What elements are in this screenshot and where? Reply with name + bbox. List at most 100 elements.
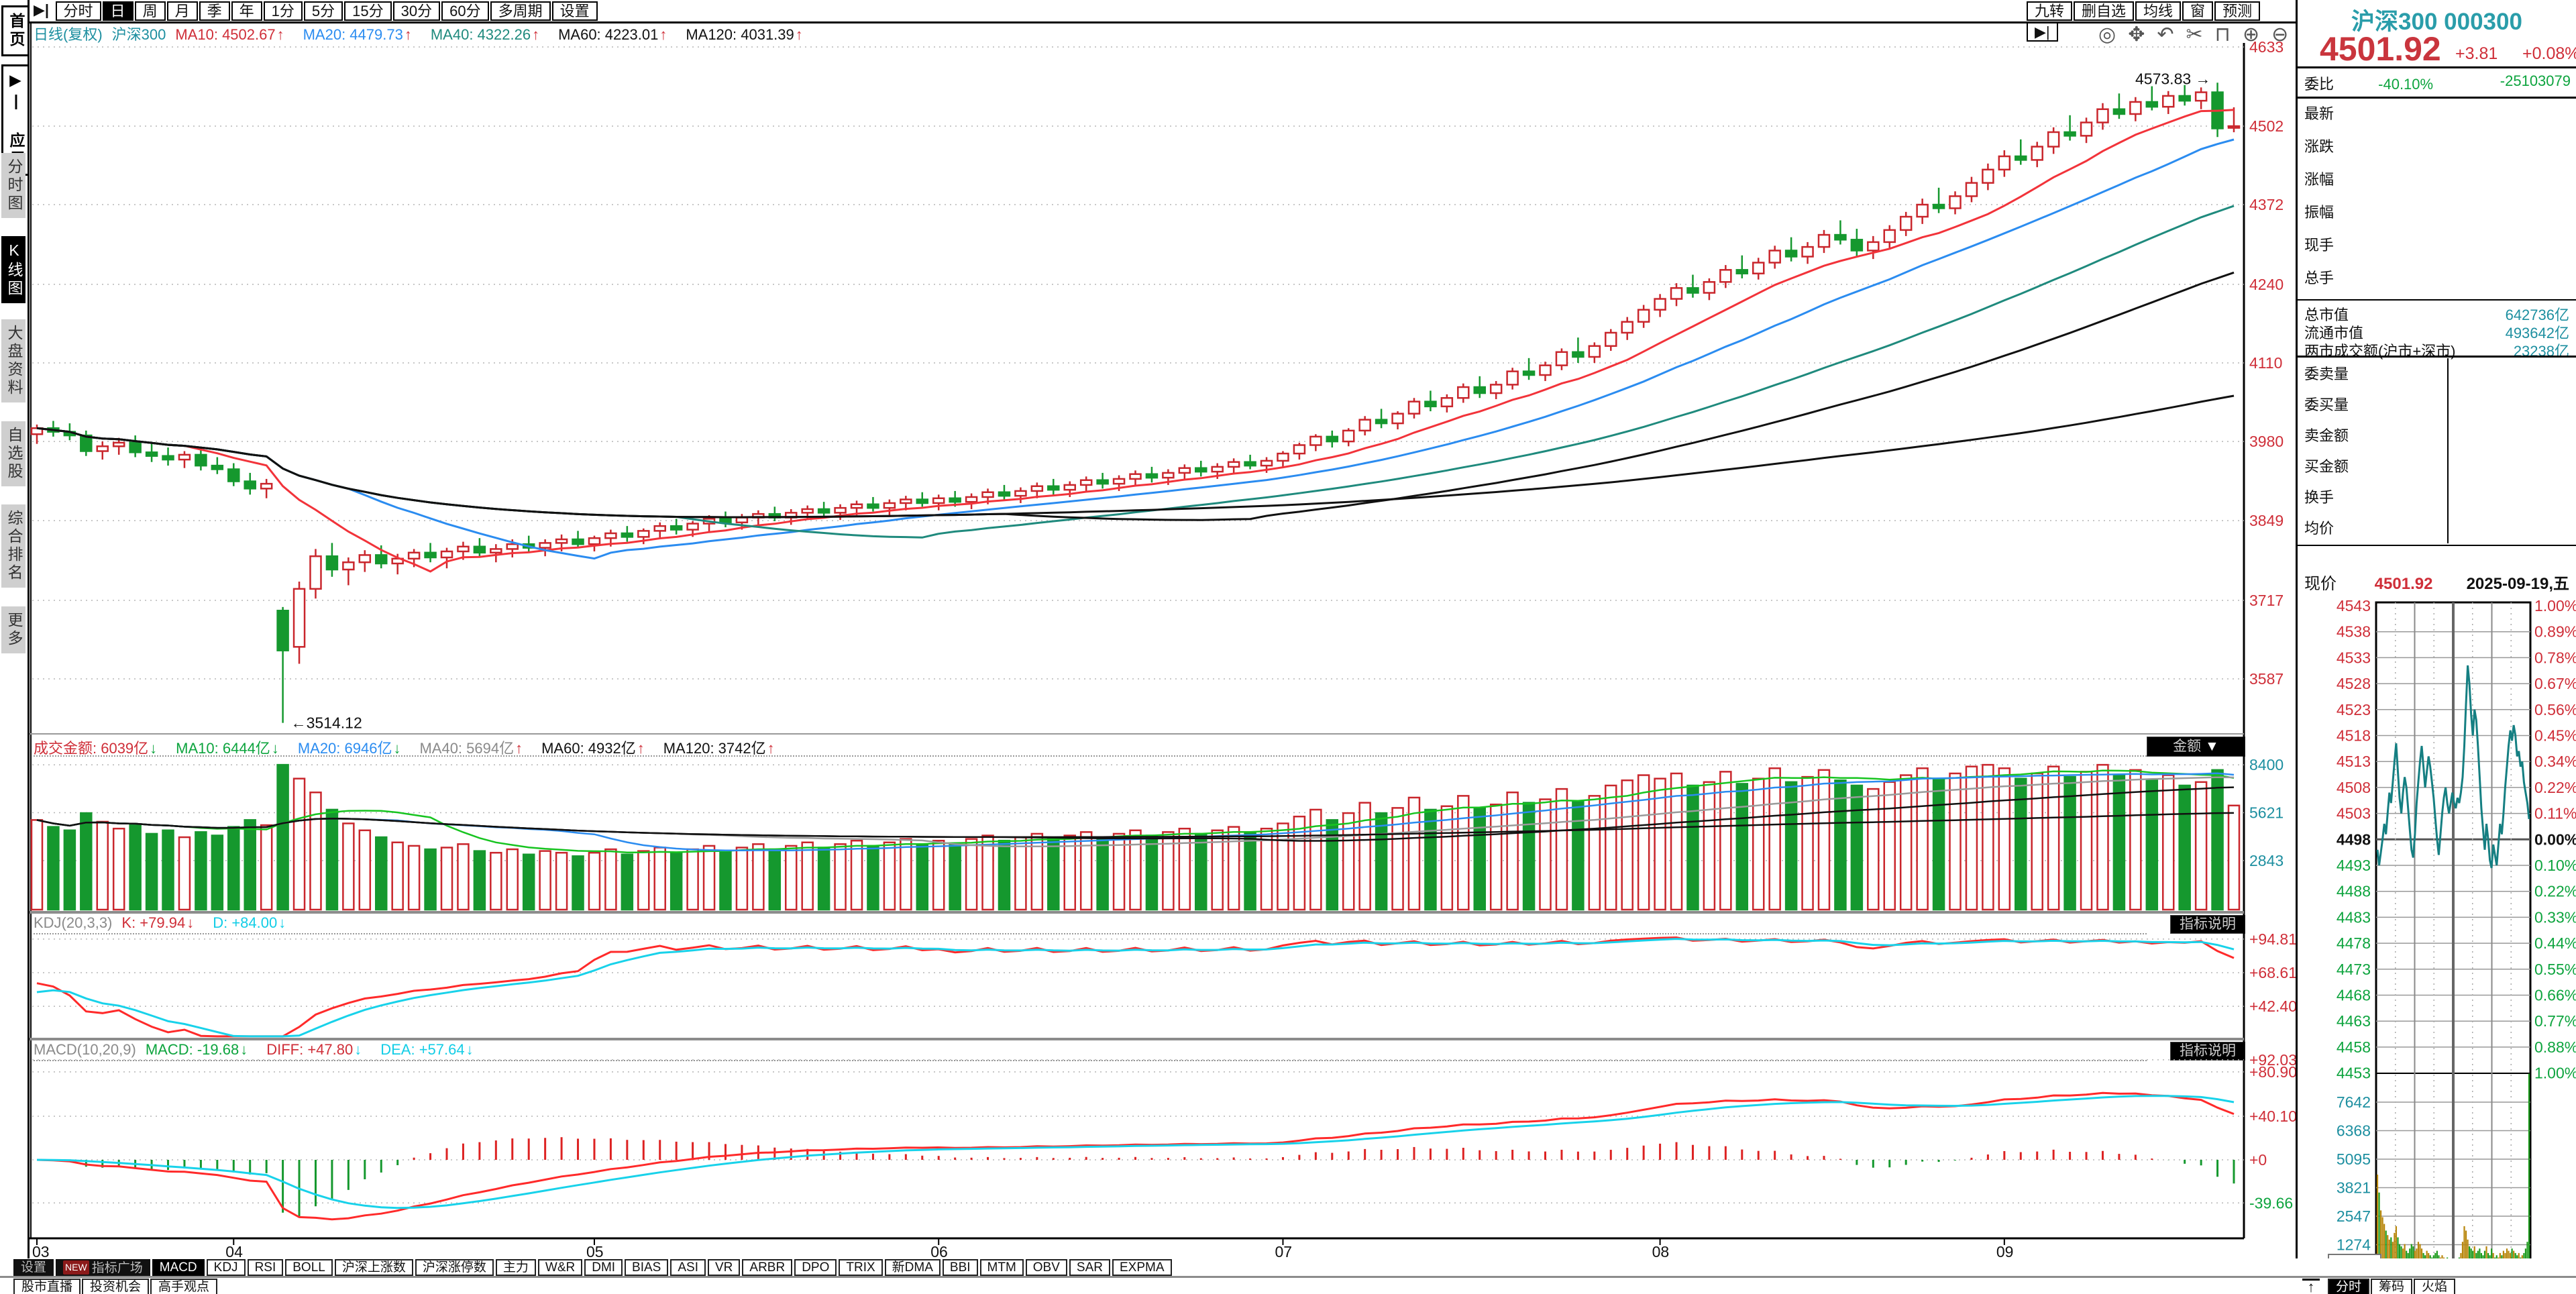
indicator-tab-BIAS[interactable]: BIAS	[625, 1259, 669, 1276]
detail-label: 委买量	[2304, 396, 2349, 413]
mini-price-label: 4493	[2337, 857, 2371, 874]
period-tab-月[interactable]: 月	[166, 1, 198, 21]
arrow-icon: ↓	[186, 914, 195, 931]
indicator-tab-BOLL[interactable]: BOLL	[285, 1259, 333, 1276]
sidebar-item-更多[interactable]: 更多	[1, 606, 25, 653]
lock-icon[interactable]: ⊓	[2214, 23, 2243, 46]
indicator-value-0: KDJ(20,3,3)	[34, 914, 113, 931]
detail-label: 换手	[2304, 489, 2334, 506]
indicator-value-2: MA20: 6946亿↓	[297, 740, 401, 757]
bottom-tab-高手观点[interactable]: 高手观点	[150, 1279, 218, 1294]
scroll-top-icon[interactable]: ↑	[2302, 1279, 2320, 1294]
sidebar-item-自选股[interactable]: 自选股	[1, 421, 25, 486]
main-chart: 4633 4502 4372 4240 4110 3980 3849 3717 3587 8400…	[30, 21, 2296, 1260]
indicator-value-1: K: +79.94↓	[121, 914, 195, 931]
indicator-value-3: MA40: 5694亿↑	[419, 740, 523, 757]
mini-price-label: 4463	[2337, 1012, 2371, 1030]
toolbar-button-窗[interactable]: 窗	[2182, 1, 2214, 21]
period-tab-日[interactable]: 日	[102, 1, 133, 21]
scissors-icon[interactable]: ✂	[2186, 23, 2215, 46]
mini-pct-label: 0.55%	[2534, 961, 2576, 978]
kdj-indicator-info-button[interactable]: 指标说明	[2170, 915, 2245, 934]
period-tab-30分[interactable]: 30分	[392, 1, 441, 21]
mini-grid: 4543 1.00% 4538 0.89% 4533 0.78% 4528 0.67% 4523…	[2337, 597, 2576, 1273]
mini-tab-筹码[interactable]: 筹码	[2371, 1279, 2413, 1294]
price-change: +3.81	[2455, 44, 2498, 63]
indicator-tab-SAR[interactable]: SAR	[1069, 1259, 1110, 1276]
indicator-tab-RSI[interactable]: RSI	[247, 1259, 284, 1276]
mini-pct-label: 1.00%	[2534, 597, 2576, 614]
axis-label: 4502	[2249, 117, 2284, 135]
kline-header: 日线(复权) 沪深300 MA10: 4502.67↑ MA20: 4479.73↑ M…	[34, 23, 822, 43]
indicator-tab-VR[interactable]: VR	[707, 1259, 741, 1276]
mini-price-line	[2376, 665, 2530, 869]
macd-plot	[36, 1091, 2235, 1221]
sidebar-item-大盘资料[interactable]: 大盘资料	[1, 319, 25, 402]
indicator-tab-MTM[interactable]: MTM	[979, 1259, 1024, 1276]
indicator-tab-DMI[interactable]: DMI	[584, 1259, 623, 1276]
indicator-tab-主力[interactable]: 主力	[495, 1259, 536, 1276]
mini-tab-火焰[interactable]: 火焰	[2414, 1279, 2456, 1294]
sidebar-item-综合排名[interactable]: 综合排名	[1, 504, 25, 588]
eye-icon[interactable]: ◎	[2098, 23, 2129, 46]
mini-tab-分时[interactable]: 分时	[2328, 1279, 2370, 1294]
toolbar-button-▶|[interactable]: ▶|	[2027, 22, 2058, 42]
indicator-tab-EXPMA[interactable]: EXPMA	[1112, 1259, 1172, 1276]
sidebar-item-K线图[interactable]: K线图	[1, 236, 25, 303]
indicator-tab-OBV[interactable]: OBV	[1025, 1259, 1067, 1276]
indicator-tab-KDJ[interactable]: KDJ	[206, 1259, 246, 1276]
indicator-tab-BBI[interactable]: BBI	[942, 1259, 978, 1276]
collapse-panel-icon[interactable]: ▶|	[34, 1, 50, 18]
indicator-tab-W&R[interactable]: W&R	[537, 1259, 583, 1276]
indicator-value-4: MA60: 4932亿↑	[541, 740, 645, 757]
sidebar-item-首页[interactable]: 首页	[1, 5, 30, 56]
zoom-out-icon[interactable]: ⊖	[2271, 23, 2301, 46]
mini-pct-label: 0.22%	[2534, 779, 2576, 796]
toolbar-button-删自选[interactable]: 删自选	[2074, 1, 2135, 21]
indicator-value-1: MACD: -19.68↓	[145, 1041, 248, 1058]
cap-value: 642736亿	[2505, 307, 2569, 323]
sidebar-item-分时图[interactable]: 分时图	[1, 153, 25, 218]
indicator-tab-ASI[interactable]: ASI	[670, 1259, 706, 1276]
mini-price-label: 4503	[2337, 805, 2371, 822]
arrow-icon: ↓	[240, 1041, 248, 1058]
indicator-tab-MACD[interactable]: MACD	[152, 1259, 205, 1276]
indicator-value-1: MA10: 6444亿↓	[176, 740, 279, 757]
mini-pct-label: 0.45%	[2534, 727, 2576, 745]
toolbar-button-均线[interactable]: 均线	[2135, 1, 2182, 21]
volume-header: 成交金额: 6039亿↓ MA10: 6444亿↓ MA20: 6946亿↓ MA40…	[34, 737, 2147, 757]
quote-row: 振幅0.92%最低4491.84	[2298, 201, 2576, 222]
current-price: 4501.92	[2374, 575, 2433, 593]
zoom-in-icon[interactable]: ⊕	[2243, 23, 2272, 46]
mini-pct-label: 0.67%	[2534, 675, 2576, 692]
period-tab-季[interactable]: 季	[199, 1, 230, 21]
indicator-tab-指标广场[interactable]: NEW 指标广场	[56, 1259, 150, 1276]
volume-mode-dropdown[interactable]: 金额 ▼	[2147, 737, 2245, 757]
period-tab-设置[interactable]: 设置	[551, 1, 598, 21]
period-tab-年[interactable]: 年	[231, 1, 262, 21]
bottom-tab-投资机会[interactable]: 投资机会	[82, 1279, 150, 1294]
arrow-icon: ↑	[637, 740, 645, 757]
indicator-tab-新DMA[interactable]: 新DMA	[884, 1259, 941, 1276]
period-tab-60分[interactable]: 60分	[441, 1, 489, 21]
period-tab-周[interactable]: 周	[134, 1, 166, 21]
bottom-tab-股市直播[interactable]: 股市直播	[13, 1279, 81, 1294]
toolbar-button-九转[interactable]: 九转	[2027, 1, 2073, 21]
indicator-tab-设置[interactable]: 设置	[13, 1259, 54, 1276]
toolbar-button-预测[interactable]: 预测	[2214, 1, 2261, 21]
macd-indicator-info-button[interactable]: 指标说明	[2170, 1042, 2245, 1061]
indicator-tab-ARBR[interactable]: ARBR	[742, 1259, 793, 1276]
period-tab-分时[interactable]: 分时	[55, 1, 101, 21]
indicator-tab-沪深涨停数[interactable]: 沪深涨停数	[415, 1259, 494, 1276]
quote-label: 现手	[2304, 237, 2334, 254]
period-tab-15分[interactable]: 15分	[344, 1, 392, 21]
indicator-tab-沪深上涨数[interactable]: 沪深上涨数	[334, 1259, 413, 1276]
indicator-tab-TRIX[interactable]: TRIX	[839, 1259, 883, 1276]
period-tab-5分[interactable]: 5分	[303, 1, 343, 21]
indicator-tab-DPO[interactable]: DPO	[794, 1259, 837, 1276]
hand-icon[interactable]: ✥	[2128, 23, 2157, 46]
period-tab-多周期[interactable]: 多周期	[490, 1, 551, 21]
mini-vol-label: 6368	[2337, 1122, 2371, 1140]
undo-icon[interactable]: ↶	[2157, 23, 2186, 46]
period-tab-1分[interactable]: 1分	[263, 1, 303, 21]
